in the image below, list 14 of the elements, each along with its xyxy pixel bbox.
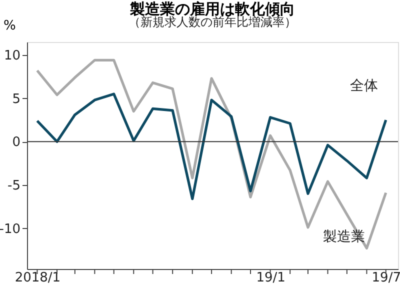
- x-tick-label: 19/1: [256, 270, 286, 286]
- x-tick-label: 2018/1: [14, 270, 61, 286]
- line-series: [36, 58, 388, 250]
- y-tick-label: 0: [12, 135, 20, 150]
- y-axis-title: %: [4, 18, 16, 34]
- y-tick-label: -10: [0, 222, 20, 237]
- y-tick-label: 5: [12, 92, 20, 107]
- y-tick-label: 10: [4, 48, 20, 64]
- series-label: 製造業: [322, 228, 365, 245]
- line-series: [36, 92, 388, 200]
- x-tick-label: 19/7: [372, 270, 400, 286]
- series-label: 全体: [350, 78, 378, 94]
- chart-subtitle: （新規求人数の前年比増減率）: [128, 15, 296, 29]
- y-tick-label: -5: [8, 178, 20, 194]
